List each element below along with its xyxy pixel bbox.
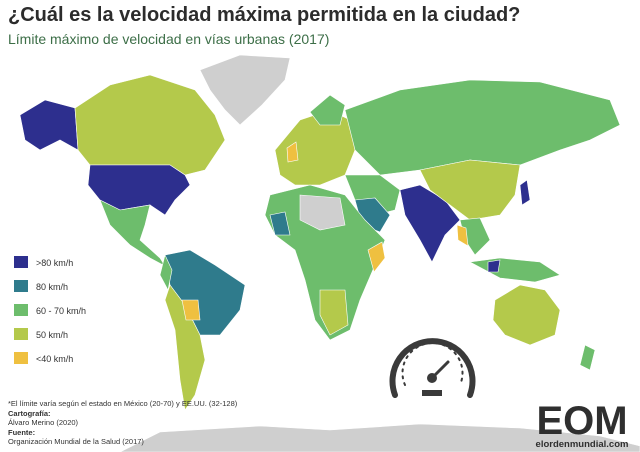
legend-label: 80 km/h	[36, 282, 68, 292]
legend-swatch	[14, 352, 28, 364]
somalia	[367, 241, 386, 273]
legend-swatch	[14, 304, 28, 316]
sahara	[299, 194, 346, 231]
uk	[286, 141, 299, 163]
japan	[519, 179, 531, 206]
legend-label: 50 km/h	[36, 330, 68, 340]
credit-heading: Cartografía:	[8, 409, 51, 418]
speedometer-icon	[389, 338, 476, 398]
logo-mark: EOM	[536, 399, 627, 443]
greenland	[199, 54, 291, 126]
footnote: *El límite varía según el estado en Méxi…	[8, 399, 238, 408]
china	[419, 159, 521, 221]
legend-swatch	[14, 328, 28, 340]
legend-swatch	[14, 280, 28, 292]
australia	[492, 284, 561, 346]
myanmar	[456, 224, 469, 247]
new-zealand	[579, 344, 596, 371]
credit-text: Álvaro Merino (2020)	[8, 418, 79, 427]
canada	[74, 74, 226, 176]
credit-text: Organización Mundial de la Salud (2017)	[8, 437, 144, 446]
usa	[87, 164, 191, 216]
title: ¿Cuál es la velocidad máxima permitida e…	[8, 4, 520, 26]
southern-africa	[319, 289, 349, 336]
indonesia	[469, 257, 561, 283]
legend-label: >80 km/h	[36, 258, 73, 268]
logo-site: elordenmundial.com	[536, 439, 629, 450]
malaysia	[487, 259, 501, 273]
legend-label: <40 km/h	[36, 354, 73, 364]
mexico	[99, 199, 166, 267]
scandinavia	[309, 94, 346, 126]
west-africa	[269, 211, 291, 236]
subtitle: Límite máximo de velocidad en vías urban…	[8, 31, 329, 47]
credit-heading: Fuente:	[8, 428, 35, 437]
world-map	[19, 54, 640, 452]
india	[399, 184, 461, 263]
legend-swatch	[14, 256, 28, 268]
andes	[159, 254, 173, 291]
russia	[344, 79, 621, 176]
credits: Cartografía:Álvaro Merino (2020)Fuente:O…	[8, 409, 144, 446]
europe	[274, 109, 356, 186]
antarctica	[119, 423, 640, 452]
alaska	[19, 99, 79, 151]
legend: >80 km/h 80 km/h 60 - 70 km/h 50 km/h <40 km…	[14, 256, 86, 364]
africa	[264, 184, 386, 341]
legend-label: 60 - 70 km/h	[36, 306, 86, 316]
paraguay	[181, 299, 201, 321]
